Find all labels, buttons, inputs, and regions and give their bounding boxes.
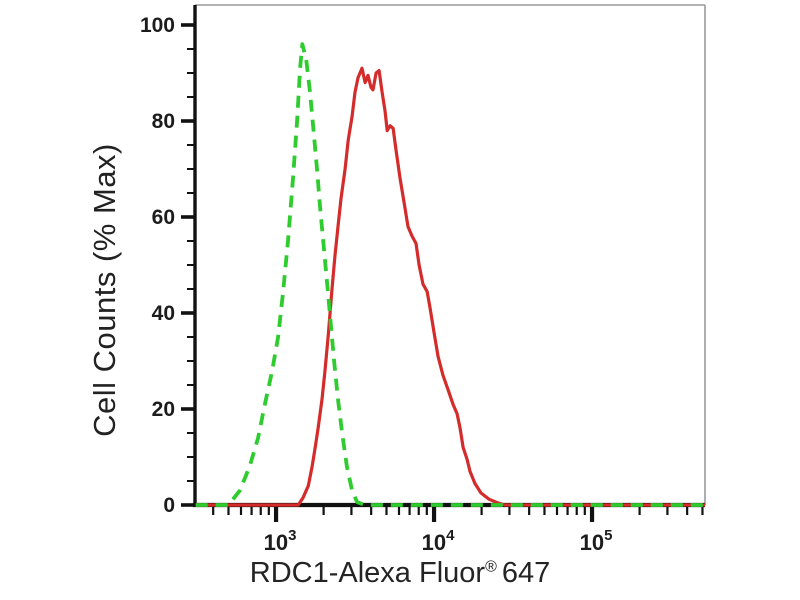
y-tick-label: 100: [140, 14, 175, 37]
registered-trademark-mark: ®: [485, 558, 497, 576]
x-axis-title-suffix: 647: [501, 557, 551, 589]
y-tick-label: 40: [152, 302, 175, 325]
series-red-solid: [195, 66, 706, 507]
y-axis-title: Cell Counts (% Max): [87, 143, 122, 437]
y-tick-label: 60: [152, 206, 175, 229]
x-axis-title-main: RDC1-Alexa Fluor: [249, 557, 486, 589]
x-decade-label: 105: [580, 527, 613, 555]
series-green-dashed: [195, 42, 706, 507]
x-decade-label: 103: [264, 527, 297, 555]
y-tick-label: 20: [152, 398, 175, 421]
y-tick-label: 0: [163, 494, 175, 517]
x-decade-label: 104: [422, 527, 455, 555]
y-tick-label: 80: [152, 110, 175, 133]
x-axis-title: RDC1-Alexa Fluor® 647: [100, 557, 700, 590]
